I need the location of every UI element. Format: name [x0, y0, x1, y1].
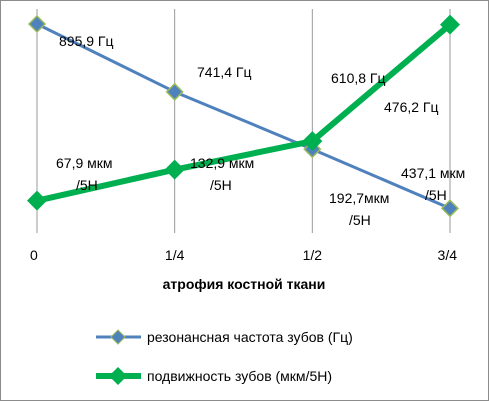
data-label: 895,9 Гц [59, 33, 114, 49]
legend-marker-1 [109, 367, 127, 385]
data-label-line: 132,9 мкм [190, 155, 254, 171]
data-label-line: 437,1 мкм [401, 165, 465, 181]
data-label: 132,9 мкм/5Н [190, 155, 254, 193]
legend-label-0: резонансная частота зубов (Гц) [147, 329, 353, 345]
data-point-marker [165, 82, 184, 101]
data-label: 476,2 Гц [384, 99, 439, 115]
legend-label-1: подвижность зубов (мкм/5Н) [147, 368, 332, 384]
data-point-marker [164, 159, 185, 180]
x-tick-label: 3/4 [438, 247, 458, 263]
x-tick-label: 0 [30, 247, 38, 263]
data-point-marker [440, 199, 460, 218]
data-label: 192,7мкм/5Н [329, 190, 389, 228]
data-label-line: /5Н [425, 187, 447, 203]
data-point-marker [27, 14, 47, 34]
data-label-line: /5Н [76, 177, 98, 193]
data-label: 437,1 мкм/5Н [401, 165, 465, 203]
x-tick-layer: 0 1/4 1/2 3/4 [30, 247, 457, 263]
data-label-line: 67,9 мкм [56, 155, 113, 171]
data-label-line: 895,9 Гц [59, 33, 114, 49]
x-tick-label: 1/4 [165, 247, 185, 263]
data-label: 741,4 Гц [197, 64, 252, 80]
series-line-1 [34, 21, 453, 204]
data-label-line: 476,2 Гц [384, 99, 439, 115]
data-label-line: 741,4 Гц [197, 64, 252, 80]
data-label-line: /5Н [349, 212, 371, 228]
data-label: 67,9 мкм/5Н [56, 155, 113, 193]
x-axis-title: атрофия костной ткани [163, 276, 326, 292]
legend: резонансная частота зубов (Гц) подвижност… [96, 329, 353, 385]
data-label-line: /5Н [210, 177, 232, 193]
data-point-marker [302, 131, 323, 152]
data-label-line: 192,7мкм [329, 190, 389, 206]
series-line-0 [35, 22, 452, 210]
data-label: 610,8 Гц [331, 70, 386, 86]
data-point-marker [440, 14, 460, 35]
series-layer [27, 14, 460, 218]
data-point-marker [27, 190, 47, 211]
x-tick-label: 1/2 [303, 247, 323, 263]
legend-marker-0 [110, 329, 126, 345]
data-label-line: 610,8 Гц [331, 70, 386, 86]
data-label-layer: 895,9 Гц 741,4 Гц 610,8 Гц 476,2 Гц 67,9 мкм… [56, 33, 465, 228]
